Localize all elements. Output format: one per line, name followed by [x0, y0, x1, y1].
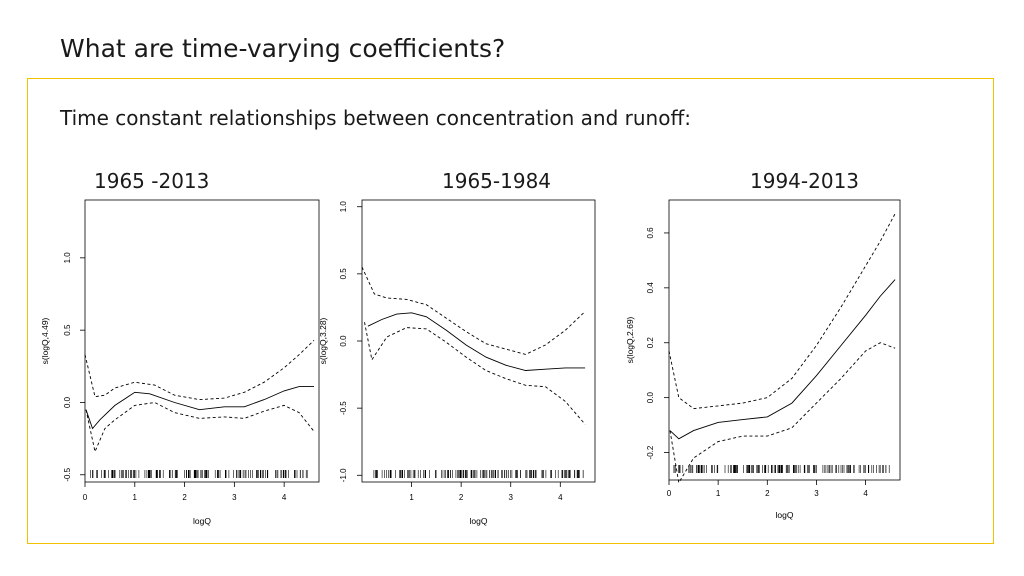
x-tick-label: 4	[863, 489, 868, 498]
y-tick-label: 1.0	[63, 252, 72, 264]
x-axis-label: logQ	[193, 516, 211, 526]
x-axis-label: logQ	[470, 516, 488, 526]
chart-2-title: 1965-1984	[442, 169, 552, 193]
y-tick-label: -0.5	[339, 401, 348, 415]
chart-3: 0 1 2 3 4 -0.2 0.0 0.2 0.4 0.6 logQ s(logQ,2.69)	[625, 199, 901, 520]
y-tick-label: 0.2	[646, 337, 655, 349]
series-lower-line	[85, 402, 315, 454]
x-tick-label: 0	[83, 493, 88, 502]
x-tick-label: 4	[558, 493, 563, 502]
y-tick-label: -1.0	[339, 468, 348, 482]
y-tick-label: 0.5	[339, 268, 348, 280]
x-tick-label: 1	[716, 489, 721, 498]
series-lower-line	[364, 322, 586, 425]
y-tick-label: -0.2	[646, 445, 655, 459]
y-tick-label: 0.4	[646, 282, 655, 294]
y-axis-label: s(logQ,3.28)	[318, 317, 328, 364]
chart-3-title: 1994-2013	[750, 169, 860, 193]
series-fit-line	[669, 279, 896, 440]
slide-title: What are time-varying coefficients?	[60, 34, 506, 63]
y-tick-label: -0.5	[63, 467, 72, 481]
x-tick-label: 2	[765, 489, 770, 498]
content-box	[27, 78, 994, 544]
rug-marks	[673, 465, 890, 473]
x-tick-label: 2	[459, 493, 464, 502]
plot-frame	[361, 199, 596, 483]
x-tick-label: 3	[232, 493, 237, 502]
series-upper-line	[84, 339, 315, 401]
series-fit-line	[367, 312, 586, 371]
series-upper-line	[361, 266, 586, 355]
x-tick-label: 0	[667, 489, 672, 498]
y-tick-label: 0.0	[63, 396, 72, 408]
series-lower-line	[669, 342, 896, 484]
x-tick-label: 3	[508, 493, 513, 502]
x-axis-label: logQ	[776, 510, 794, 520]
x-tick-label: 4	[282, 493, 287, 502]
y-tick-label: 0.6	[646, 227, 655, 239]
chart-2: 1 2 3 4 -1.0 -0.5 0.0 0.5 1.0 logQ s(logQ,3.28)	[318, 199, 596, 526]
y-axis-label: s(logQ,4.49)	[40, 317, 50, 364]
y-tick-label: 1.0	[339, 201, 348, 213]
plot-frame	[84, 199, 320, 483]
plot-frame	[668, 199, 901, 481]
rug-marks	[90, 470, 308, 478]
x-tick-label: 1	[409, 493, 414, 502]
x-tick-label: 1	[133, 493, 138, 502]
chart-1: 0 1 2 3 4 -0.5 0.0 0.5 1.0 logQ s(logQ,4.49)	[40, 199, 320, 526]
series-fit-line	[85, 386, 314, 430]
chart-1-title: 1965 -2013	[94, 169, 210, 193]
y-tick-label: 0.5	[63, 324, 72, 336]
y-tick-label: 0.0	[339, 335, 348, 347]
y-tick-label: 0.0	[646, 392, 655, 404]
series-upper-line	[668, 213, 896, 410]
subtitle: Time constant relationships between conc…	[60, 106, 691, 130]
y-axis-label: s(logQ,2.69)	[625, 316, 635, 363]
rug-marks	[373, 470, 584, 478]
x-tick-label: 2	[182, 493, 187, 502]
x-tick-label: 3	[814, 489, 819, 498]
